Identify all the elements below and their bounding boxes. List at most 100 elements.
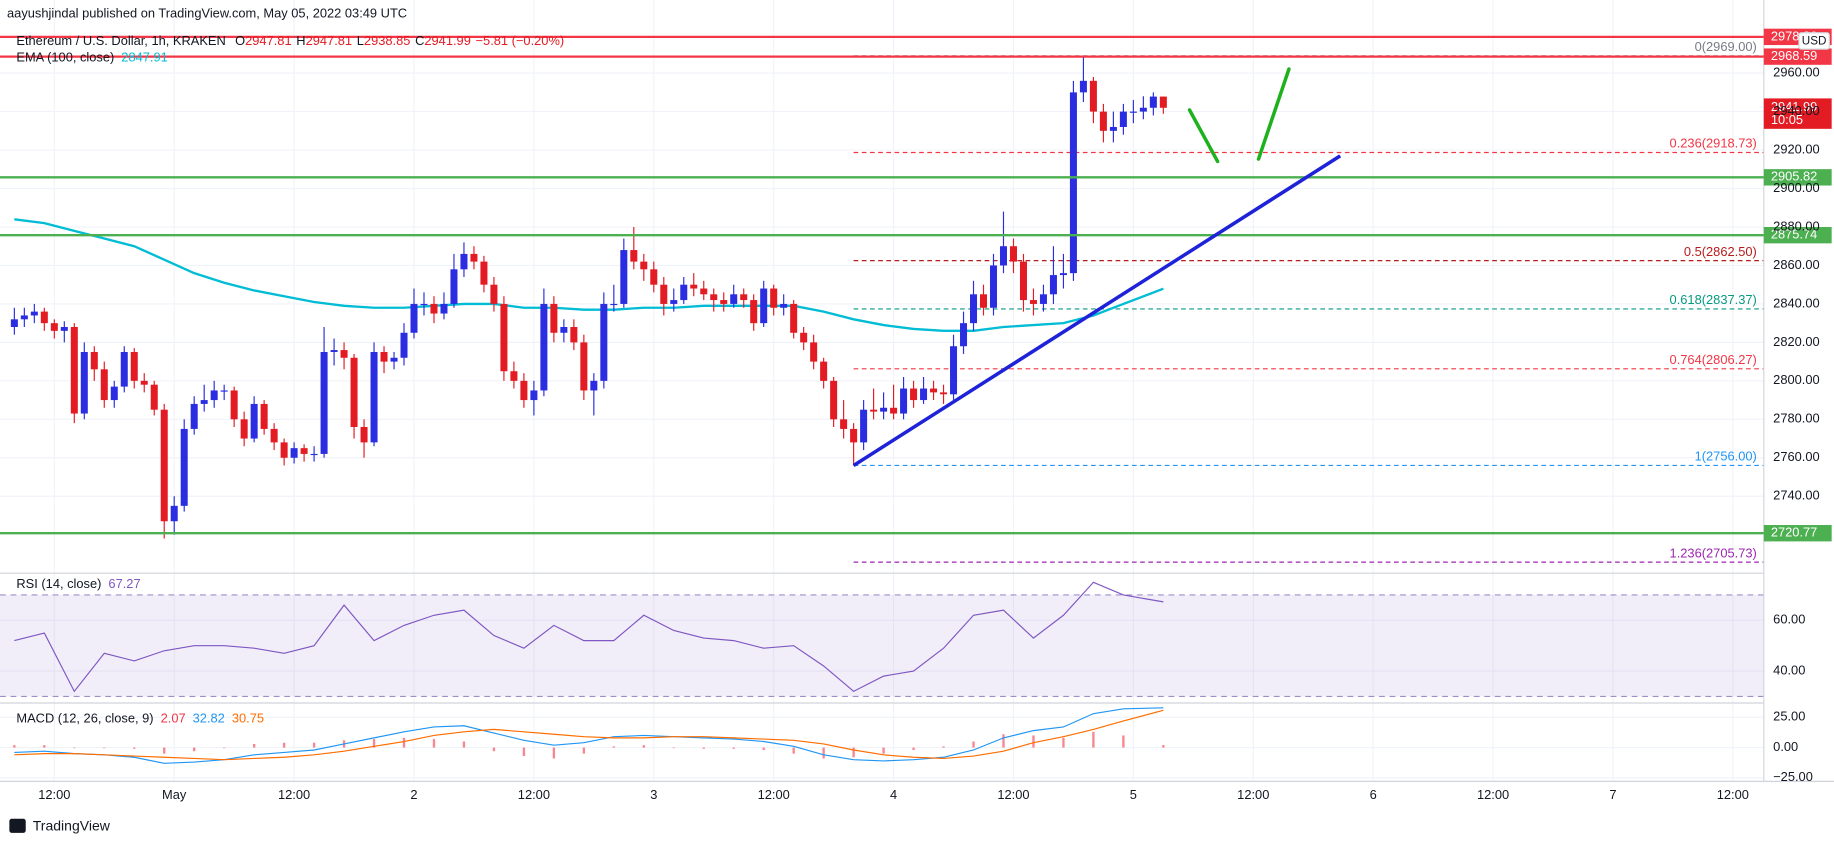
candle-body <box>1069 92 1077 274</box>
x-tick-label: 12:00 <box>278 787 310 802</box>
candle-body <box>620 250 628 304</box>
candle-body <box>430 303 438 314</box>
candle-body <box>940 392 948 395</box>
x-tick-label: 5 <box>1130 787 1137 802</box>
candle-body <box>600 303 608 381</box>
y-tick-label: 2860.00 <box>1773 257 1819 272</box>
y-tick-label: 60.00 <box>1773 612 1805 627</box>
y-tick-label: 2760.00 <box>1773 449 1819 464</box>
currency: USD <box>1802 35 1827 48</box>
level-label: 2720.77 <box>1771 525 1817 540</box>
candle-body <box>780 303 788 308</box>
publisher-line: aayushjindal published on TradingView.co… <box>7 5 407 20</box>
candle-body <box>530 390 538 401</box>
candle-body <box>140 380 148 385</box>
candle-body <box>30 311 38 316</box>
macd-hist <box>642 745 645 748</box>
candle-body <box>300 448 308 454</box>
macd-legend: MACD (12, 26, close, 9) 2.07 32.82 30.75 <box>16 711 264 726</box>
candle-body <box>890 407 898 414</box>
signal-value: 30.75 <box>232 711 264 726</box>
candle-body <box>1119 111 1127 127</box>
candle-body <box>680 284 688 301</box>
candle-body <box>610 303 618 306</box>
footer-brand: TradingView <box>33 818 111 834</box>
x-tick-label: May <box>162 787 187 802</box>
candle-body <box>1039 294 1047 304</box>
candle-body <box>280 442 288 458</box>
fib-label: 0.5(2862.50) <box>1684 244 1757 259</box>
y-tick-label: 2920.00 <box>1773 141 1819 156</box>
candle-body <box>1099 111 1107 131</box>
candle-body <box>490 284 498 304</box>
candle-body <box>380 351 388 362</box>
candle-body <box>70 326 78 414</box>
candle-body <box>960 323 968 347</box>
x-tick-label: 4 <box>890 787 897 802</box>
fib-label: 0.236(2918.73) <box>1670 136 1757 151</box>
candle-body <box>150 384 158 410</box>
candle-body <box>240 419 248 439</box>
candle-body <box>870 409 878 412</box>
macd-hist <box>462 741 466 748</box>
macd-hist <box>1092 731 1095 748</box>
candle-body <box>360 426 368 443</box>
ohlc-value: 2941.99 <box>424 34 470 49</box>
candle-body <box>320 351 328 454</box>
candle-body <box>450 269 458 304</box>
fib-label: 1.236(2705.73) <box>1670 545 1757 560</box>
ema-value: 2847.91 <box>121 50 167 65</box>
overlay: 2978.862968.592905.822875.742720.772941.… <box>0 28 1832 542</box>
x-tick-label: 6 <box>1370 787 1377 802</box>
x-tick-label: 12:00 <box>758 787 790 802</box>
annotation-stroke <box>1256 67 1291 161</box>
ohlc-label: L <box>357 34 364 49</box>
countdown: 10:05 <box>1771 112 1803 127</box>
y-tick-label: 2780.00 <box>1773 411 1819 426</box>
candle-body <box>1059 273 1067 276</box>
candle-body <box>310 453 318 456</box>
candle-body <box>90 351 98 370</box>
candle-body <box>720 300 728 304</box>
candle-body <box>1139 107 1147 112</box>
candle-body <box>570 326 578 343</box>
candle-body <box>550 303 558 333</box>
macd-hist <box>13 745 16 748</box>
currency-box <box>1798 32 1830 50</box>
ohlc-value: 2938.85 <box>364 34 410 49</box>
ohlc-label: H <box>296 34 305 49</box>
macd-hist <box>103 747 106 749</box>
candle-body <box>1159 96 1167 108</box>
candle-body <box>220 390 228 392</box>
candle-body <box>770 288 778 308</box>
candle-body <box>760 288 768 324</box>
rsi-band <box>0 594 1764 697</box>
macd-hist <box>402 737 406 748</box>
candle-body <box>670 300 678 304</box>
macd-hist <box>612 746 615 748</box>
candle-body <box>370 351 378 443</box>
macd-hist <box>912 747 915 750</box>
candle-body <box>800 332 808 343</box>
candle-body <box>820 361 828 381</box>
y-tick-label: 25.00 <box>1773 709 1805 724</box>
x-tick-label: 2 <box>410 787 417 802</box>
macd-hist <box>372 739 376 748</box>
candle-body <box>80 351 88 414</box>
x-tick-label: 12:00 <box>1237 787 1269 802</box>
candle-body <box>1049 275 1057 295</box>
macd-hist <box>672 747 675 749</box>
macd-hist <box>792 747 795 754</box>
candle-body <box>989 265 998 308</box>
ohlc-value: 2947.81 <box>245 34 291 49</box>
level-label: 2905.82 <box>1771 169 1817 184</box>
candle-body <box>180 428 188 506</box>
x-tick-label: 12:00 <box>1477 787 1509 802</box>
macd-hist <box>312 742 316 748</box>
ema-name: EMA (100, close) <box>16 50 114 65</box>
candle-body <box>950 346 958 395</box>
grid <box>0 0 1764 782</box>
candle-body <box>50 323 58 331</box>
candle-body <box>350 357 358 427</box>
